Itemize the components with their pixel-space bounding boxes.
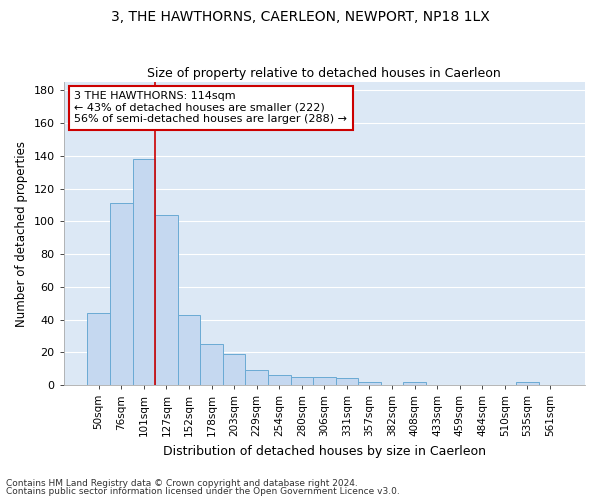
Bar bbox=[313, 377, 335, 385]
Text: Contains HM Land Registry data © Crown copyright and database right 2024.: Contains HM Land Registry data © Crown c… bbox=[6, 478, 358, 488]
X-axis label: Distribution of detached houses by size in Caerleon: Distribution of detached houses by size … bbox=[163, 444, 486, 458]
Bar bbox=[223, 354, 245, 385]
Bar bbox=[133, 159, 155, 385]
Bar bbox=[268, 375, 290, 385]
Y-axis label: Number of detached properties: Number of detached properties bbox=[15, 140, 28, 326]
Bar bbox=[178, 314, 200, 385]
Bar bbox=[403, 382, 426, 385]
Bar bbox=[516, 382, 539, 385]
Bar bbox=[155, 214, 178, 385]
Bar bbox=[335, 378, 358, 385]
Bar bbox=[358, 382, 381, 385]
Text: Contains public sector information licensed under the Open Government Licence v3: Contains public sector information licen… bbox=[6, 487, 400, 496]
Title: Size of property relative to detached houses in Caerleon: Size of property relative to detached ho… bbox=[148, 66, 501, 80]
Bar bbox=[88, 313, 110, 385]
Text: 3 THE HAWTHORNS: 114sqm
← 43% of detached houses are smaller (222)
56% of semi-d: 3 THE HAWTHORNS: 114sqm ← 43% of detache… bbox=[74, 91, 347, 124]
Text: 3, THE HAWTHORNS, CAERLEON, NEWPORT, NP18 1LX: 3, THE HAWTHORNS, CAERLEON, NEWPORT, NP1… bbox=[110, 10, 490, 24]
Bar bbox=[245, 370, 268, 385]
Bar bbox=[110, 203, 133, 385]
Bar bbox=[200, 344, 223, 385]
Bar bbox=[290, 377, 313, 385]
